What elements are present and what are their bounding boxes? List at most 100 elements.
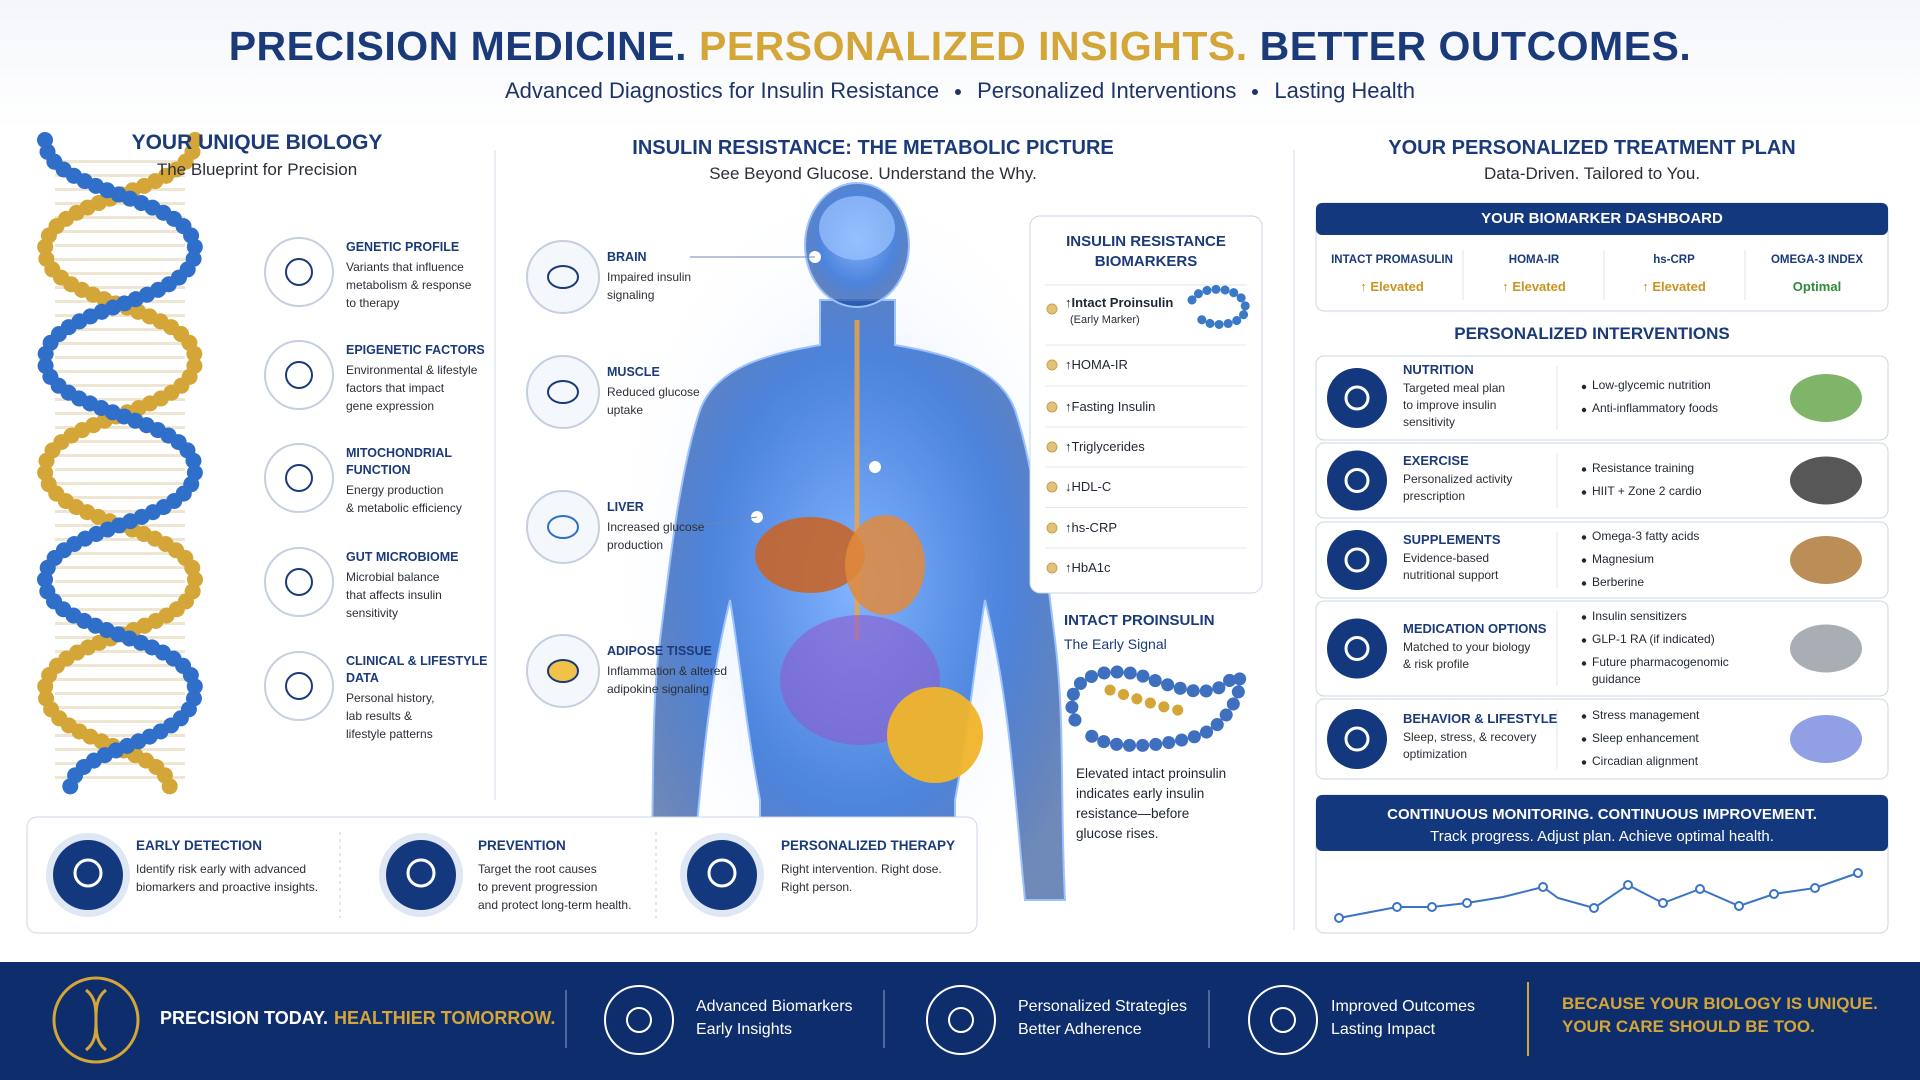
- benefit-text: Target the root causes: [478, 862, 597, 876]
- intervention-card: [1315, 355, 1889, 441]
- bullet-dot: [1581, 615, 1587, 620]
- biomarker-status: ↑ Elevated: [1642, 279, 1706, 294]
- organ-text: Reduced glucose: [607, 385, 700, 399]
- logo-dna: [84, 988, 108, 1052]
- item-text: Energy production: [346, 483, 444, 497]
- title-part: PERSONALIZED INSIGHTS.: [698, 23, 1248, 69]
- organ-text: uptake: [607, 403, 644, 417]
- item-title: GENETIC PROFILE: [346, 240, 460, 254]
- marker-dot: [1046, 401, 1058, 413]
- item-text: metabolism & response: [346, 278, 472, 292]
- intervention-text: Sleep, stress, & recovery: [1403, 730, 1537, 744]
- feature-icon: [926, 985, 996, 1055]
- liver: [755, 517, 865, 593]
- biomarker-name: hs-CRP: [1653, 254, 1695, 266]
- intervention-glyph: [1344, 547, 1370, 573]
- biomarker-panel: [1029, 215, 1263, 594]
- closing-text: YOUR CARE SHOULD BE TOO.: [1562, 1017, 1815, 1036]
- icon-ring: [264, 443, 334, 513]
- proinsulin-title: INTACT PROINSULIN: [1064, 612, 1215, 629]
- intervention-icon: [1327, 618, 1387, 679]
- feature-icon: [604, 985, 674, 1055]
- intervention-text: sensitivity: [1403, 414, 1456, 429]
- item-text: that affects insulin: [346, 588, 442, 602]
- proinsulin-subtitle: The Early Signal: [1064, 636, 1167, 652]
- intervention-text: to improve insulin: [1403, 397, 1497, 412]
- intervention-icon: [1327, 450, 1387, 511]
- adipose: [887, 687, 983, 783]
- bullet-text: GLP-1 RA (if indicated): [1592, 631, 1715, 646]
- organ-glyph: [547, 380, 579, 404]
- proinsulin-text: glucose rises.: [1076, 826, 1159, 841]
- body-figure: [597, 160, 1117, 960]
- dashboard-header: [1316, 203, 1888, 235]
- organ-glyph: [547, 515, 579, 539]
- feature-text: Improved Outcomes: [1331, 998, 1476, 1015]
- item-text: factors that impact: [346, 381, 445, 395]
- footer-band: [0, 962, 1920, 1080]
- intervention-title: MEDICATION OPTIONS: [1403, 620, 1547, 636]
- bullet-text: Resistance training: [1592, 460, 1695, 475]
- icon-glyph: [285, 672, 313, 700]
- proinsulin-chain: [1065, 665, 1247, 752]
- feature-glyph: [626, 1007, 652, 1033]
- molecule-icon: [1187, 284, 1250, 329]
- feature-glyph: [948, 1007, 974, 1033]
- intervention-text: Matched to your biology: [1403, 639, 1531, 654]
- organ-icon: [526, 355, 600, 429]
- intervention-icon: [1327, 368, 1387, 428]
- marker-label: ↑Intact Proinsulin: [1065, 295, 1174, 310]
- item-title: FUNCTION: [346, 463, 411, 477]
- marker-label: ↑HbA1c: [1065, 560, 1111, 575]
- benefit-title: PERSONALIZED THERAPY: [781, 838, 956, 853]
- proinsulin-text: indicates early insulin: [1076, 786, 1205, 801]
- intervention-icon: [1327, 709, 1387, 769]
- item-text: to therapy: [346, 296, 400, 310]
- intervention-card: [1315, 600, 1889, 697]
- icon-ring: [264, 237, 334, 307]
- benefit-text: and protect long-term health.: [478, 898, 632, 912]
- panel-title: INSULIN RESISTANCE: [1066, 233, 1226, 250]
- feature-text: Better Adherence: [1018, 1021, 1142, 1038]
- intervention-title: SUPPLEMENTS: [1403, 532, 1501, 547]
- tagline-part: HEALTHIER TOMORROW.: [334, 1008, 556, 1028]
- feature-icon: [1248, 985, 1318, 1055]
- benefit-text: to prevent progression: [478, 880, 598, 894]
- icon-glyph: [285, 258, 313, 286]
- organ-glyph: [547, 659, 579, 683]
- intervention-title: NUTRITION: [1403, 361, 1474, 377]
- interventions-title: PERSONALIZED INTERVENTIONS: [1454, 324, 1730, 343]
- item-title: GUT MICROBIOME: [346, 550, 459, 564]
- bullet-text: Berberine: [1592, 574, 1645, 589]
- proinsulin-text: Elevated intact proinsulin: [1076, 766, 1227, 781]
- biomarker-name: HOMA-IR: [1508, 254, 1560, 266]
- marker-dot: [1046, 359, 1058, 371]
- intervention-text: prescription: [1403, 488, 1466, 503]
- marker-dot: [1046, 481, 1058, 493]
- organ-text: signaling: [607, 288, 655, 302]
- trend-points: [1334, 868, 1863, 923]
- intervention-text: nutritional support: [1403, 568, 1499, 582]
- subtitle-part: Advanced Diagnostics for Insulin Resista…: [504, 78, 940, 103]
- feature-glyph: [1270, 1007, 1296, 1033]
- icon-ring: [264, 340, 334, 410]
- bullet-dot: [1581, 760, 1587, 765]
- benefit-text: Identify risk early with advanced: [136, 862, 307, 876]
- footer-tagline: PRECISION TODAY. HEALTHIER TOMORROW.: [160, 1008, 555, 1030]
- organ-icon: [526, 240, 600, 314]
- benefit-text: Right person.: [781, 880, 853, 894]
- item-text: Microbial balance: [346, 570, 440, 584]
- organ-title: ADIPOSE TISSUE: [607, 644, 712, 658]
- monitoring-header: [1316, 795, 1888, 851]
- item-text: Environmental & lifestyle: [346, 363, 478, 377]
- bullet-text: Future pharmacogenomic: [1592, 654, 1729, 669]
- bullet-dot: [1581, 535, 1587, 540]
- benefit-glyph: [73, 858, 103, 888]
- marker-note: (Early Marker): [1070, 314, 1140, 326]
- biomarker-name: OMEGA-3 INDEX: [1770, 254, 1864, 266]
- intervention-text: optimization: [1403, 747, 1468, 761]
- benefit-icon: [386, 840, 456, 910]
- icon-ring: [264, 547, 334, 617]
- dashboard-title: YOUR BIOMARKER DASHBOARD: [1481, 210, 1723, 227]
- benefit-glyph: [406, 858, 436, 888]
